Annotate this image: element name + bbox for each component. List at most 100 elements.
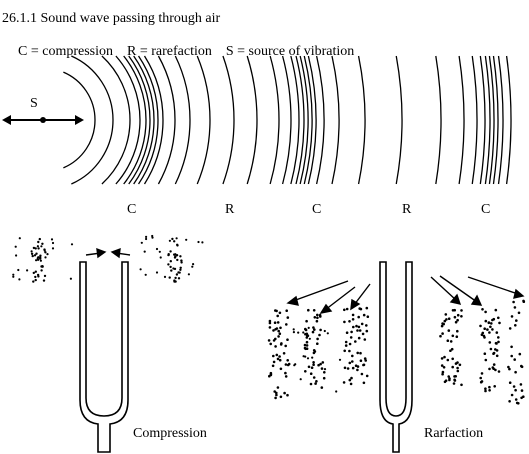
air-particle: [363, 338, 367, 341]
air-particle: [484, 387, 487, 391]
air-particle: [315, 319, 319, 323]
air-particle: [303, 343, 307, 347]
air-particle: [31, 254, 34, 258]
air-particle: [362, 363, 366, 367]
wave-label-c3: C: [481, 202, 490, 217]
air-particle: [489, 347, 493, 351]
air-particle: [37, 256, 40, 259]
air-particle: [151, 234, 154, 238]
air-particle: [37, 275, 40, 278]
air-particle: [33, 254, 37, 257]
air-particle: [34, 278, 37, 282]
air-particle: [304, 328, 308, 332]
air-particle: [441, 372, 444, 376]
air-particle: [357, 336, 361, 340]
air-particle: [43, 274, 47, 278]
air-particle: [451, 365, 455, 369]
air-particle: [357, 325, 361, 329]
wavefront-arc: [395, 55, 403, 185]
air-particle: [278, 358, 282, 362]
air-particle: [278, 332, 282, 336]
air-particle: [460, 309, 463, 312]
air-particle: [274, 328, 277, 331]
air-particle: [192, 263, 195, 266]
air-particle: [176, 258, 179, 262]
air-particle: [344, 344, 348, 347]
air-particle: [286, 338, 289, 342]
air-particle: [510, 345, 513, 349]
air-particle: [305, 340, 309, 344]
air-particle: [316, 316, 319, 320]
air-particle: [312, 349, 316, 352]
air-particle: [169, 265, 172, 269]
air-particle: [43, 248, 46, 251]
air-particle: [287, 362, 291, 366]
air-particle: [355, 324, 358, 328]
air-particle: [51, 247, 55, 250]
air-particle: [520, 389, 524, 392]
air-particle: [491, 328, 494, 331]
air-particle: [145, 235, 148, 238]
arrow-out-4: [430, 276, 457, 301]
air-particle: [305, 344, 309, 347]
air-particle: [286, 393, 289, 397]
air-particle: [320, 367, 324, 370]
air-particle: [143, 250, 146, 253]
air-particle: [343, 308, 346, 312]
air-particle: [277, 329, 281, 333]
air-particle: [498, 321, 501, 325]
arrow-out-6-head-icon: [513, 288, 525, 299]
air-particle: [351, 318, 355, 321]
air-particle: [309, 372, 313, 376]
source-label: S: [30, 96, 38, 111]
air-particle: [314, 382, 317, 385]
air-particle: [36, 245, 40, 248]
wavefront-arc: [299, 55, 309, 185]
air-particle: [338, 358, 342, 361]
air-particle: [155, 247, 159, 251]
air-particle: [276, 357, 280, 361]
air-particle: [335, 390, 338, 393]
air-particle: [46, 253, 49, 256]
wavefront-arc: [492, 55, 499, 185]
air-particle: [144, 273, 147, 276]
air-particle: [451, 334, 455, 338]
wavefront-arc: [458, 55, 465, 185]
air-particle: [492, 352, 495, 356]
air-particle: [514, 398, 518, 401]
source-point: [40, 117, 46, 123]
wavefront-arc: [71, 55, 114, 185]
air-particle: [292, 331, 295, 334]
air-particle: [363, 357, 367, 360]
air-particle: [276, 386, 280, 389]
air-particle: [360, 322, 364, 326]
wavefront-arc: [101, 55, 131, 185]
air-particle: [37, 240, 40, 244]
air-particle: [269, 342, 273, 346]
air-particle: [32, 271, 35, 275]
air-particle: [51, 241, 55, 245]
air-particle: [284, 375, 288, 378]
air-particle: [483, 327, 487, 331]
air-particle: [495, 331, 499, 334]
arrow-out-1: [292, 280, 349, 302]
arrow-in-left-head-icon: [96, 247, 107, 259]
air-particle: [359, 307, 363, 311]
air-particle: [488, 367, 491, 371]
air-particle: [175, 237, 178, 240]
air-particle: [312, 326, 315, 329]
air-particle: [34, 247, 37, 250]
wavefront-arc: [138, 55, 159, 185]
air-particle: [285, 323, 288, 326]
air-particle: [39, 259, 43, 262]
arrow-out-1-head-icon: [286, 295, 299, 306]
air-particle: [173, 253, 176, 256]
wavefront-arc: [488, 55, 495, 185]
air-particle: [307, 365, 311, 369]
air-particle: [480, 372, 484, 375]
air-particle: [460, 383, 463, 387]
air-particle: [286, 359, 290, 362]
air-particle: [278, 355, 281, 358]
air-particle: [140, 241, 143, 244]
air-particle: [274, 337, 277, 341]
